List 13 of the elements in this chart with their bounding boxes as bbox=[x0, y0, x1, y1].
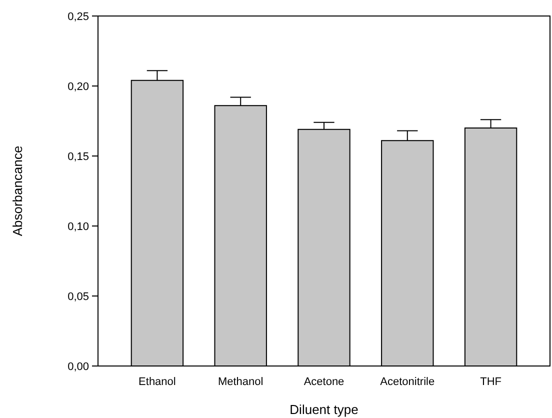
y-tick-label: 0,25 bbox=[68, 10, 89, 23]
x-tick-label: Ethanol bbox=[138, 376, 176, 388]
x-tick-label: Acetonitrile bbox=[380, 376, 435, 388]
x-tick-label: THF bbox=[480, 376, 502, 388]
y-tick-label: 0,20 bbox=[68, 80, 89, 93]
y-axis-title: Absorbancance bbox=[10, 146, 25, 236]
x-tick-label: Acetone bbox=[304, 376, 344, 388]
y-tick-label: 0,10 bbox=[68, 220, 89, 233]
y-tick-label: 0,00 bbox=[68, 360, 89, 373]
y-tick-label: 0,15 bbox=[68, 150, 89, 163]
y-tick-label: 0,05 bbox=[68, 290, 89, 303]
x-tick-label: Methanol bbox=[218, 376, 264, 388]
x-axis-title: Diluent type bbox=[290, 402, 358, 417]
